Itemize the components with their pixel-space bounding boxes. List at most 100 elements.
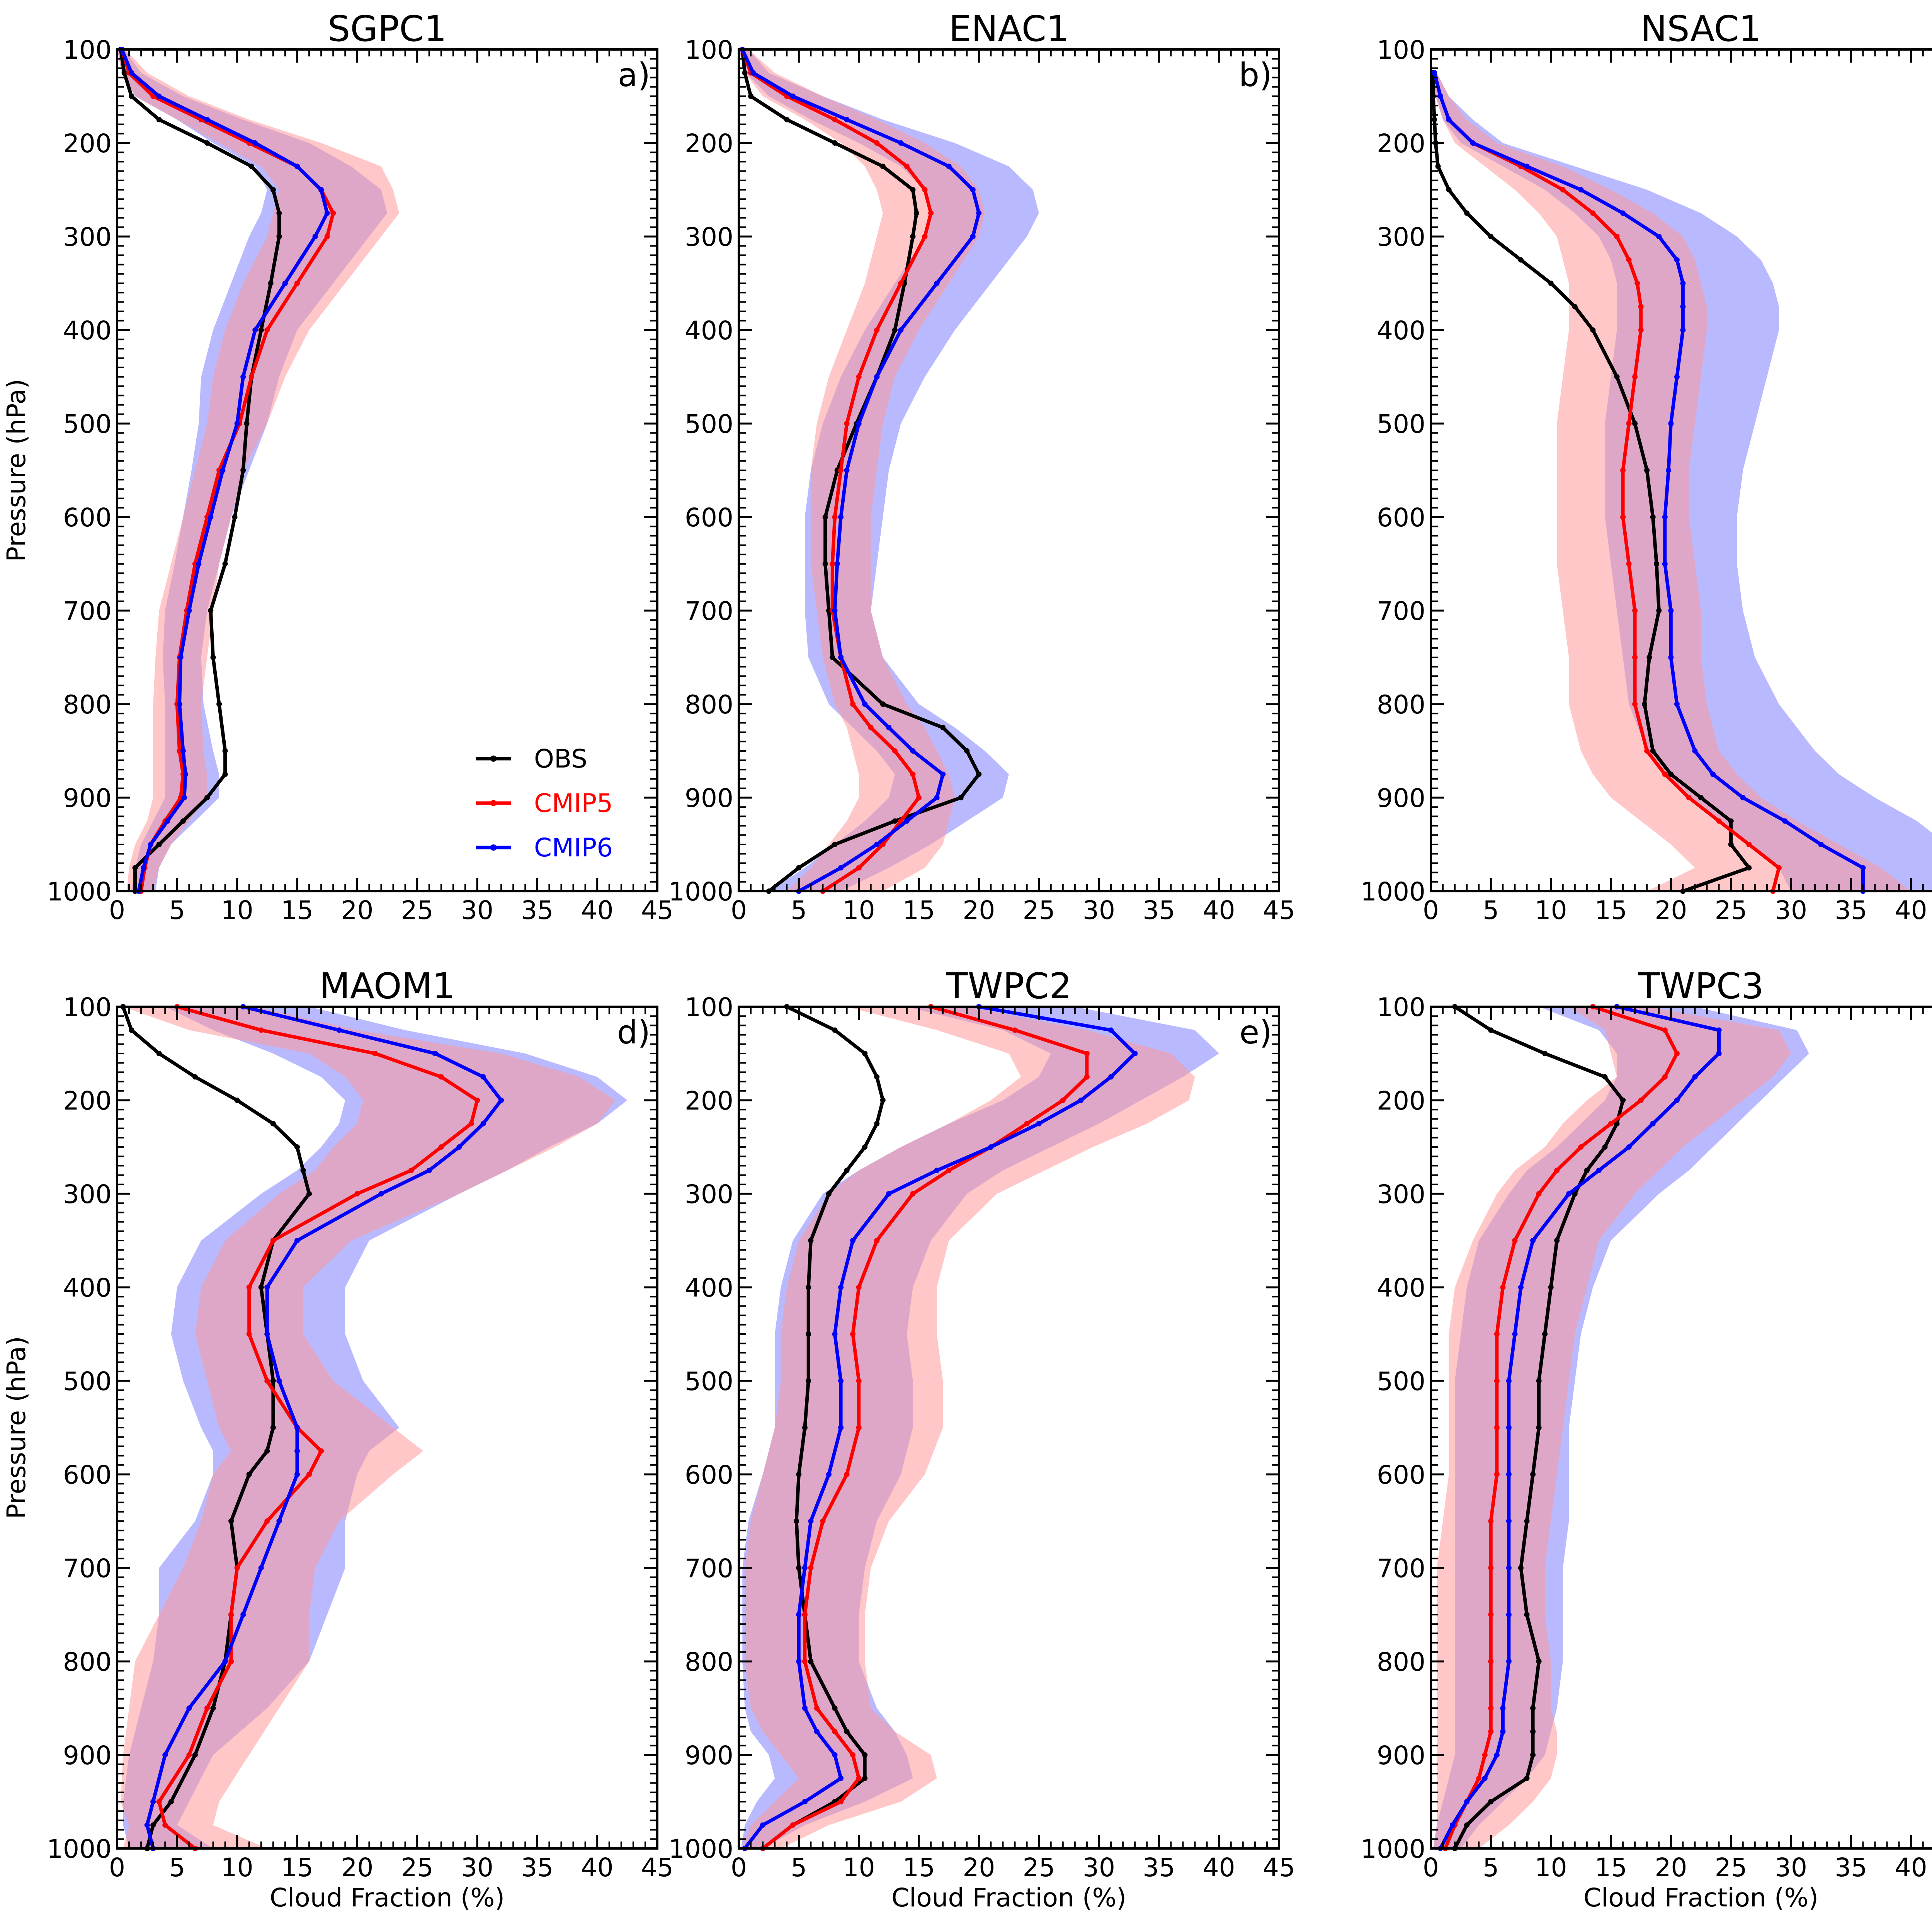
y-tick-label: 400 bbox=[1377, 316, 1425, 345]
obs-point bbox=[802, 1425, 808, 1430]
obs-point bbox=[1548, 281, 1554, 286]
cmip5-point bbox=[874, 140, 880, 146]
x-tick-label: 40 bbox=[1895, 895, 1927, 925]
cmip5-point bbox=[1632, 608, 1638, 613]
cmip5-point bbox=[820, 1518, 826, 1524]
cmip5-point bbox=[832, 1729, 838, 1734]
obs-point bbox=[832, 140, 838, 146]
x-tick-label: 35 bbox=[1143, 1853, 1175, 1882]
cmip5-spread-band bbox=[1433, 1007, 1791, 1848]
obs-point bbox=[1584, 1168, 1590, 1173]
obs-point bbox=[1524, 1518, 1530, 1524]
cmip6-point bbox=[252, 327, 258, 333]
obs-point bbox=[306, 1191, 312, 1196]
obs-point bbox=[830, 655, 835, 660]
cmip5-point bbox=[186, 1752, 192, 1758]
panel-tag: d) bbox=[617, 1013, 650, 1051]
y-tick-label: 500 bbox=[1377, 1367, 1425, 1396]
obs-point bbox=[228, 1518, 234, 1524]
cmip6-point bbox=[1036, 1121, 1042, 1127]
cmip6-point bbox=[826, 1472, 832, 1477]
cmip6-point bbox=[838, 655, 844, 660]
cmip6-point bbox=[1108, 1027, 1114, 1033]
cmip5-point bbox=[880, 842, 886, 847]
cmip5-line bbox=[1444, 1005, 1679, 1849]
obs-point bbox=[1488, 234, 1494, 239]
obs-point bbox=[1488, 1799, 1494, 1804]
cmip6-spread-band bbox=[739, 49, 1039, 891]
cmip5-point bbox=[850, 1752, 856, 1758]
cmip6-point bbox=[934, 795, 940, 800]
cmip5-point bbox=[856, 865, 862, 871]
obs-point bbox=[168, 1799, 174, 1804]
cmip6-line bbox=[743, 1005, 1137, 1850]
y-tick-label: 500 bbox=[63, 409, 112, 439]
cmip6-point bbox=[264, 1331, 270, 1337]
x-tick-label: 45 bbox=[641, 1853, 673, 1882]
cmip6-point bbox=[1506, 1565, 1512, 1571]
obs-point bbox=[246, 1472, 252, 1477]
obs-point bbox=[880, 1098, 886, 1103]
cmip5-point bbox=[856, 1378, 862, 1384]
cmip5-point bbox=[832, 514, 838, 520]
cmip5-point bbox=[1476, 1775, 1482, 1781]
cmip6-point bbox=[1680, 327, 1686, 333]
cmip5-point bbox=[1536, 1191, 1542, 1196]
cmip6-point bbox=[1506, 1472, 1512, 1477]
cmip5-point bbox=[790, 1822, 796, 1828]
x-tick-label: 40 bbox=[1203, 1853, 1235, 1882]
x-tick-label: 35 bbox=[1835, 1853, 1867, 1882]
obs-point bbox=[208, 608, 214, 613]
x-axis-label: Cloud Fraction (%) bbox=[891, 1883, 1126, 1913]
obs-point bbox=[822, 514, 828, 520]
obs-point bbox=[232, 514, 238, 520]
obs-point bbox=[796, 1565, 802, 1571]
x-tick-label: 5 bbox=[791, 895, 807, 925]
obs-point bbox=[1590, 327, 1596, 333]
cmip6-point bbox=[1692, 1074, 1698, 1080]
cmip5-point bbox=[1494, 1472, 1500, 1477]
panel-title: NSAC1 bbox=[1640, 8, 1761, 49]
cmip6-point bbox=[1470, 140, 1476, 146]
cmip6-point bbox=[886, 725, 892, 730]
x-tick-label: 20 bbox=[963, 895, 995, 925]
cmip5-spread-band bbox=[117, 49, 400, 891]
cmip6-point bbox=[240, 1612, 246, 1617]
cmip6-point bbox=[1530, 1238, 1536, 1243]
cmip6-point bbox=[177, 701, 182, 707]
obs-point bbox=[244, 421, 250, 426]
y-tick-label: 700 bbox=[685, 596, 733, 626]
cmip6-point bbox=[498, 1098, 504, 1103]
obs-point bbox=[1646, 655, 1652, 660]
y-tick-label: 1000 bbox=[668, 877, 733, 907]
y-tick-label: 700 bbox=[1377, 596, 1425, 626]
cmip5-point bbox=[1746, 842, 1752, 847]
obs-point bbox=[1698, 795, 1704, 800]
obs-point bbox=[1536, 1378, 1542, 1384]
cmip6-point bbox=[910, 748, 916, 754]
cmip6-point bbox=[1437, 94, 1443, 99]
cmip6-point bbox=[282, 281, 288, 286]
obs-point bbox=[832, 1705, 838, 1711]
cmip6-point bbox=[1680, 304, 1686, 310]
cmip6-point bbox=[1650, 1121, 1656, 1127]
cmip5-point bbox=[1632, 655, 1638, 660]
cmip6-point bbox=[182, 795, 187, 800]
obs-point bbox=[1542, 1331, 1548, 1337]
cmip6-point bbox=[1482, 1775, 1488, 1781]
x-tick-label: 0 bbox=[1423, 895, 1439, 925]
obs-point bbox=[1530, 1705, 1536, 1711]
cmip6-point bbox=[276, 1378, 282, 1384]
cmip6-point bbox=[1674, 374, 1680, 380]
y-tick-label: 900 bbox=[1377, 1741, 1425, 1770]
cmip5-point bbox=[1638, 1098, 1644, 1103]
cmip6-point bbox=[750, 70, 756, 76]
y-tick-label: 800 bbox=[63, 1647, 112, 1677]
cmip6-point bbox=[150, 1799, 156, 1804]
cmip5-point bbox=[246, 1331, 252, 1337]
cmip5-point bbox=[1662, 1027, 1668, 1033]
obs-point bbox=[806, 1331, 811, 1337]
y-tick-label: 500 bbox=[1377, 409, 1425, 439]
cmip6-point bbox=[1596, 1168, 1602, 1173]
